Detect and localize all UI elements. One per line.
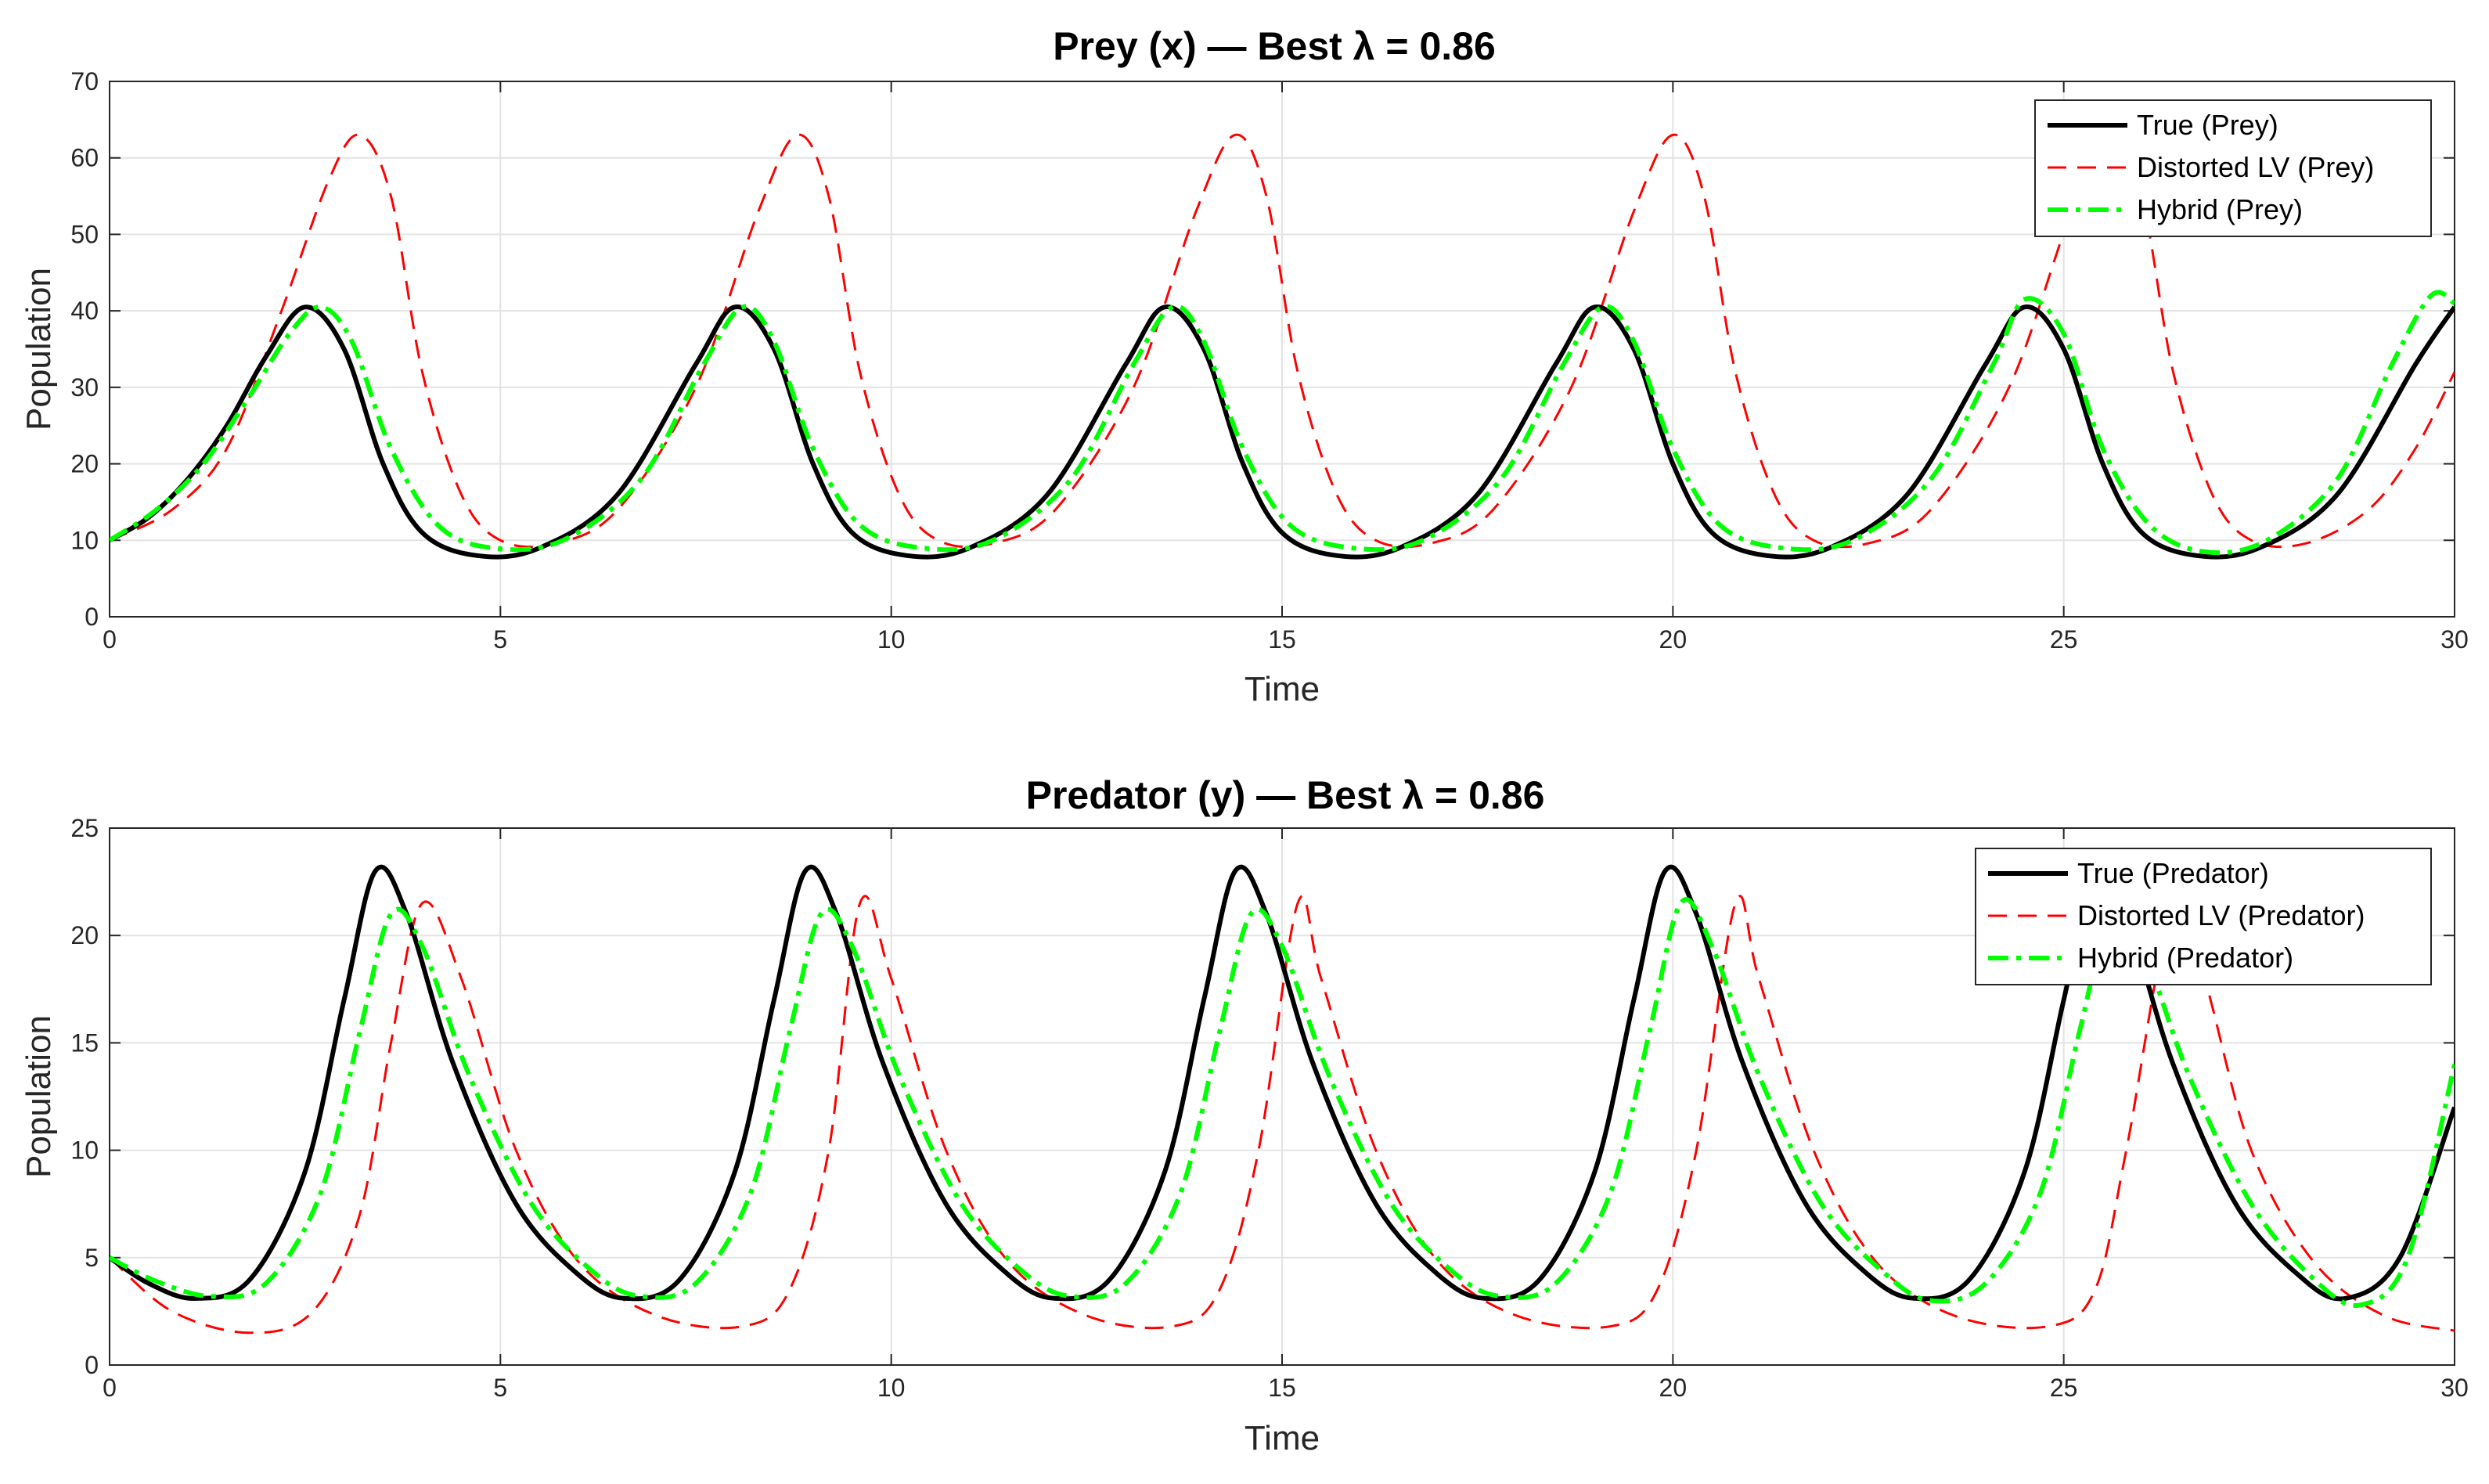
prey-y-tick-label: 20 (70, 450, 99, 478)
predator-series-lines (110, 864, 2455, 1335)
prey-x-tick-label: 20 (1659, 625, 1688, 654)
predator-x-tick-label: 20 (1659, 1374, 1688, 1402)
predator-x-tick-label: 0 (103, 1374, 117, 1402)
prey-series-hybrid-prey (110, 290, 2455, 556)
legend-label-hybrid-prey: Hybrid (Prey) (2137, 193, 2303, 225)
predator-chart-title: Predator (y) — Best λ = 0.86 (1026, 773, 1545, 817)
prey-x-tick-label: 25 (2050, 625, 2078, 654)
predator-x-tick-label: 10 (877, 1374, 906, 1402)
predator-x-tick-label: 30 (2440, 1374, 2469, 1402)
predator-x-tick-label: 25 (2050, 1374, 2078, 1402)
prey-series-true-prey (110, 304, 2455, 560)
predator-y-tick-label: 5 (85, 1244, 99, 1272)
prey-y-tick-label: 10 (70, 526, 99, 554)
prey-x-tick-label: 10 (877, 625, 906, 654)
prey-x-tick-label: 30 (2440, 625, 2469, 654)
prey-y-tick-label: 30 (70, 373, 99, 402)
prey-y-tick-label: 50 (70, 220, 99, 248)
predator-series-hybrid-predator (110, 897, 2455, 1308)
predator-x-axis-label: Time (1244, 1419, 1320, 1457)
predator-y-tick-label: 20 (70, 921, 99, 949)
predator-x-tick-label: 15 (1268, 1374, 1296, 1402)
legend-label-hybrid-predator: Hybrid (Predator) (2077, 942, 2293, 974)
predator-x-tick-label: 5 (493, 1374, 507, 1402)
prey-y-tick-label: 40 (70, 297, 99, 325)
prey-chart: Prey (x) — Best λ = 0.86 0 5 10 15 20 25 30 0 10… (20, 24, 2469, 708)
prey-x-tick-label: 0 (103, 625, 117, 654)
prey-x-tick-label: 5 (493, 625, 507, 654)
predator-chart: Predator (y) — Best λ = 0.86 0 5 10 15 20 25 3… (20, 773, 2469, 1457)
prey-chart-title: Prey (x) — Best λ = 0.86 (1053, 24, 1496, 68)
predator-y-tick-label: 0 (85, 1351, 99, 1379)
legend-label-true-predator: True (Predator) (2077, 857, 2269, 889)
prey-y-axis-label: Population (20, 268, 58, 430)
predator-y-axis-label: Population (20, 1015, 58, 1178)
predator-legend: True (Predator) Distorted LV (Predator) … (1975, 848, 2432, 985)
legend-label-distorted-predator: Distorted LV (Predator) (2077, 899, 2365, 931)
prey-ticks: 0 5 10 15 20 25 30 0 10 20 30 40 50 60 70 (70, 67, 2468, 654)
predator-series-true-predator (110, 864, 2455, 1302)
legend-label-true-prey: True (Prey) (2137, 109, 2278, 141)
prey-y-tick-label: 70 (70, 67, 99, 95)
legend-label-distorted-prey: Distorted LV (Prey) (2137, 151, 2374, 183)
predator-ticks: 0 5 10 15 20 25 30 0 5 10 15 20 25 (70, 814, 2468, 1402)
prey-x-axis-label: Time (1244, 670, 1320, 708)
prey-legend: True (Prey) Distorted LV (Prey) Hybrid (… (2034, 99, 2432, 237)
prey-y-tick-label: 0 (85, 603, 99, 631)
predator-y-tick-label: 15 (70, 1028, 99, 1057)
predator-y-tick-label: 10 (70, 1136, 99, 1165)
prey-x-tick-label: 15 (1268, 625, 1296, 654)
prey-y-tick-label: 60 (70, 144, 99, 172)
predator-y-tick-label: 25 (70, 814, 99, 842)
